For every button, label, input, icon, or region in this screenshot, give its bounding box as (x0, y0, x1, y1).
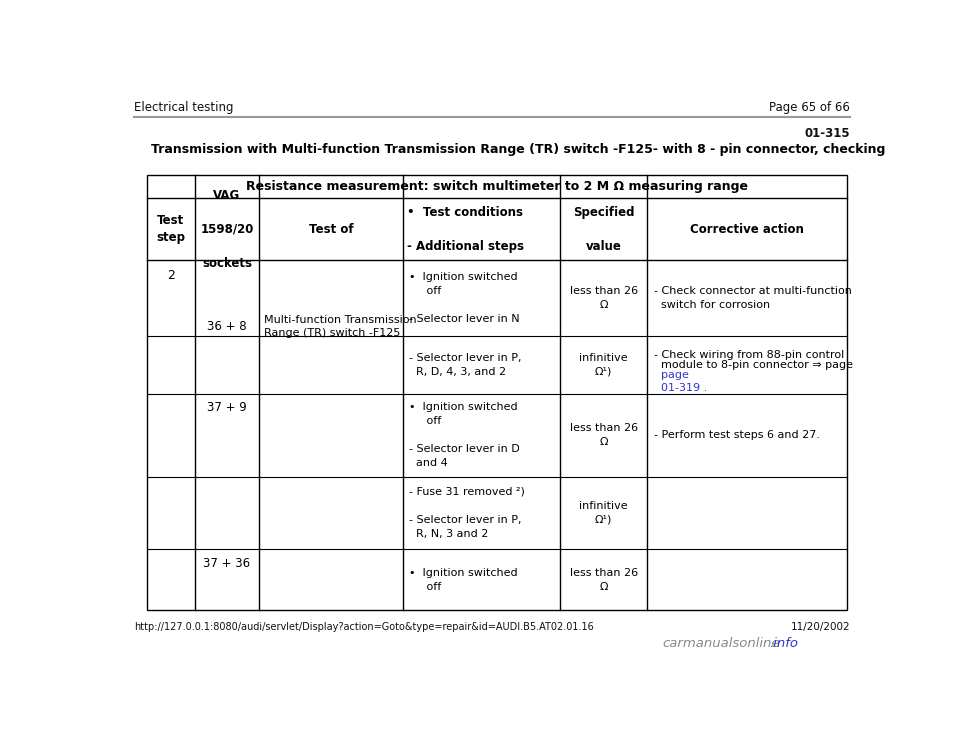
Text: 2: 2 (167, 269, 175, 282)
Text: •  Test conditions

- Additional steps: • Test conditions - Additional steps (407, 206, 524, 253)
Text: infinitive
Ω¹): infinitive Ω¹) (580, 501, 628, 525)
Text: Page 65 of 66: Page 65 of 66 (769, 102, 850, 114)
Text: .info: .info (770, 637, 799, 650)
Text: 11/20/2002: 11/20/2002 (790, 622, 850, 632)
Text: carmanualsonline: carmanualsonline (662, 637, 780, 650)
Text: infinitive
Ω¹): infinitive Ω¹) (580, 352, 628, 377)
Text: Multi-function Transmission
Range (TR) switch -F125: Multi-function Transmission Range (TR) s… (264, 315, 417, 338)
Text: Transmission with Multi-function Transmission Range (TR) switch -F125- with 8 - : Transmission with Multi-function Transmi… (151, 143, 885, 156)
Text: •  Ignition switched
     off: • Ignition switched off (409, 568, 517, 591)
Text: less than 26
Ω: less than 26 Ω (569, 286, 637, 310)
Text: Specified

value: Specified value (573, 206, 635, 253)
Text: - Check connector at multi-function
  switch for corrosion: - Check connector at multi-function swit… (654, 286, 852, 310)
Text: 37 + 36: 37 + 36 (204, 556, 251, 570)
Text: Test of: Test of (308, 223, 353, 236)
Text: 37 + 9: 37 + 9 (207, 401, 247, 414)
Text: Resistance measurement: switch multimeter to 2 M Ω measuring range: Resistance measurement: switch multimete… (246, 180, 748, 194)
Text: 36 + 8: 36 + 8 (207, 321, 247, 333)
Text: - Fuse 31 removed ²)

- Selector lever in P,
  R, N, 3 and 2: - Fuse 31 removed ²) - Selector lever in… (409, 487, 524, 539)
Text: - Selector lever in P,
  R, D, 4, 3, and 2: - Selector lever in P, R, D, 4, 3, and 2 (409, 352, 521, 377)
Text: Test
step: Test step (156, 214, 185, 244)
Text: VAG

1598/20

sockets: VAG 1598/20 sockets (201, 188, 253, 269)
Bar (147, 175, 847, 611)
Text: page
  01-319 .: page 01-319 . (654, 370, 707, 393)
Text: 01-315: 01-315 (804, 127, 850, 139)
Text: - Check wiring from 88-pin control: - Check wiring from 88-pin control (654, 349, 844, 360)
Text: less than 26
Ω: less than 26 Ω (569, 568, 637, 591)
Text: http://127.0.0.1:8080/audi/servlet/Display?action=Goto&type=repair&id=AUDI.B5.AT: http://127.0.0.1:8080/audi/servlet/Displ… (134, 622, 593, 632)
Text: module to 8-pin connector ⇒ page: module to 8-pin connector ⇒ page (654, 360, 852, 370)
Text: Corrective action: Corrective action (690, 223, 804, 236)
Text: - Perform test steps 6 and 27.: - Perform test steps 6 and 27. (654, 430, 820, 440)
Text: Electrical testing: Electrical testing (134, 102, 233, 114)
Text: less than 26
Ω: less than 26 Ω (569, 423, 637, 447)
Text: •  Ignition switched
     off

- Selector lever in D
  and 4: • Ignition switched off - Selector lever… (409, 402, 519, 468)
Text: •  Ignition switched
     off

- Selector lever in N: • Ignition switched off - Selector lever… (409, 272, 519, 324)
